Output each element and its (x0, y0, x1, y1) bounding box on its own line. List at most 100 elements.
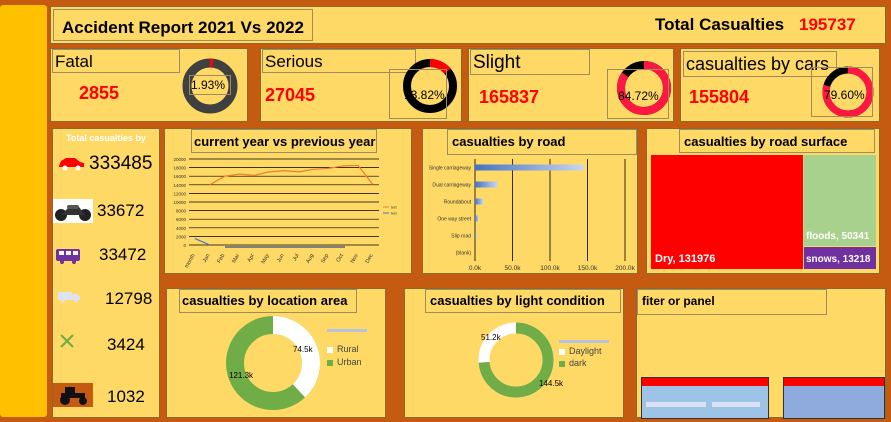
kpi-pct-box: 79.60% (811, 67, 873, 117)
report-title: Accident Report 2021 Vs 2022 (62, 18, 304, 37)
y-tick-label: 4000 (176, 226, 187, 231)
legend-title-bar (559, 340, 609, 343)
treemap-dry: Dry, 131976 (651, 155, 803, 269)
kpi-card-cars: casualties by cars 155804 79.60% (680, 48, 880, 122)
bus-icon (56, 249, 80, 264)
light-donut (478, 322, 554, 398)
data-label-urban: 121.3k (229, 371, 254, 380)
filter-panel: fiter or panel (636, 288, 886, 419)
legend-dark: dark (569, 358, 587, 368)
car-icon (59, 158, 84, 171)
line-chart-title-box: current year vs previous year (191, 129, 377, 153)
treemap-label: Dry, 131976 (655, 253, 716, 265)
x-tick-label: Mar (231, 253, 241, 264)
y-tick-label: 14000 (173, 183, 186, 188)
road-chart-title-box: casualties by road (447, 129, 637, 155)
header-panel: Accident Report 2021 Vs 2022 Total Casua… (50, 6, 886, 44)
legend-title-bar (327, 329, 367, 332)
y-tick-label: Slip road (451, 234, 471, 240)
y-tick-label: (blank) (456, 251, 472, 257)
kpi-pct: 84.72% (618, 89, 659, 103)
kpi-label-box: Serious (262, 49, 416, 73)
legend-daylight: Daylight (569, 346, 602, 356)
data-label-daylight: 144.5k (539, 379, 564, 388)
x-tick-label: May (261, 253, 272, 265)
light-condition-panel: casualties by light condition 51.2k 144.… (404, 288, 624, 418)
x-tick-label: Feb (216, 253, 226, 264)
kpi-pct: 1.93% (191, 78, 226, 92)
location-area-panel: casualties by location area 74.5k 121.3k… (166, 288, 386, 418)
y-tick-label: Single carriageway (429, 166, 472, 172)
kpi-label: Serious (265, 52, 323, 71)
series-line (209, 164, 374, 186)
x-tick-label: Apr (247, 253, 257, 264)
total-casualties-label: Total Casualties (655, 15, 785, 34)
surface-chart-title: casualties by road surface (684, 134, 848, 149)
kpi-label-box: casualties by cars (683, 51, 837, 77)
slicer-header (784, 378, 884, 386)
legend-swatch-dark (559, 361, 565, 367)
y-tick-label: 12000 (173, 191, 186, 196)
x-tick-label: Jan (202, 253, 212, 264)
vehicle-panel-title: Total casualties by (66, 133, 146, 143)
slicer-option[interactable] (646, 402, 706, 407)
kpi-label-box: Fatal (52, 49, 180, 73)
vehicle-value: 33672 (97, 201, 145, 220)
road-surface-panel: Dry, 131976 floods, 50341 snows, 13218 c… (646, 128, 880, 274)
kpi-donut (822, 66, 874, 118)
y-tick-label: 6000 (176, 217, 187, 222)
year-comparison-panel: 0 2000 4000 6000 8000 10000 12000 14000 16000 180… (164, 128, 412, 274)
kpi-pct: 79.60% (824, 88, 865, 102)
location-chart-title-box: casualties by location area (179, 289, 357, 313)
line-chart-title: current year vs previous year (194, 134, 376, 149)
data-label-rural: 74.5k (293, 345, 313, 354)
kpi-donut (617, 61, 671, 115)
kpi-donut (182, 58, 238, 114)
road-chart-title: casualties by road (452, 134, 566, 149)
road-bar-chart: 0.0k 50.0k 100.0k 150.0k 200.0k Single carria… (429, 159, 636, 272)
vehicle-value: 333485 (89, 153, 153, 174)
vehicle-value: 33472 (99, 245, 147, 264)
slicer-year[interactable] (641, 377, 769, 419)
slicer-region[interactable] (783, 377, 885, 419)
bar (475, 198, 484, 205)
kpi-card-serious: Serious 27045 13.82% (260, 48, 462, 122)
kpi-label: Slight (473, 52, 521, 73)
kpi-pct-box: 1.93% (189, 75, 231, 95)
x-tick-label: Sep (320, 253, 330, 264)
line-chart: 0 2000 4000 6000 8000 10000 12000 14000 16000 180… (173, 157, 397, 269)
kpi-value: 165837 (479, 87, 540, 107)
legend-urban: Urban (337, 357, 362, 367)
left-sidebar (0, 5, 47, 417)
kpi-pct-box: 13.82% (389, 69, 447, 119)
treemap-floods: floods, 50341 (804, 155, 876, 246)
kpi-value: 27045 (265, 85, 316, 105)
bar (475, 232, 477, 239)
filter-title: fiter or panel (642, 294, 715, 308)
legend-label: text (391, 212, 397, 216)
y-tick-label: 0 (183, 243, 186, 248)
y-tick-label: Roundabout (444, 200, 472, 206)
road-type-panel: 0.0k 50.0k 100.0k 150.0k 200.0k Single carria… (422, 128, 638, 274)
data-label-dark: 51.2k (481, 333, 501, 342)
slicer-header (642, 378, 768, 386)
slicer-option[interactable] (712, 402, 760, 407)
report-title-box: Accident Report 2021 Vs 2022 (53, 9, 313, 41)
kpi-donut (403, 59, 457, 113)
legend-rural: Rural (337, 344, 359, 354)
x-tick-label: Nov (350, 253, 360, 265)
legend-swatch-daylight (559, 349, 565, 355)
y-tick-label: 8000 (176, 209, 187, 214)
motorcycle-icon (53, 199, 93, 223)
surface-chart-title-box: casualties by road surface (679, 129, 875, 153)
x-tick-label: 0.0k (469, 265, 482, 272)
legend-swatch-urban (327, 360, 333, 366)
x-tick-label: Jun (276, 253, 286, 264)
vehicle-value: 1032 (107, 387, 145, 406)
y-tick-label: 10000 (173, 200, 186, 205)
treemap-label: snows, 13218 (806, 254, 871, 265)
y-tick-label: 18000 (173, 166, 186, 171)
treemap-snows: snows, 13218 (804, 247, 876, 269)
kpi-value: 2855 (79, 83, 120, 103)
y-tick-label: 16000 (173, 174, 186, 179)
